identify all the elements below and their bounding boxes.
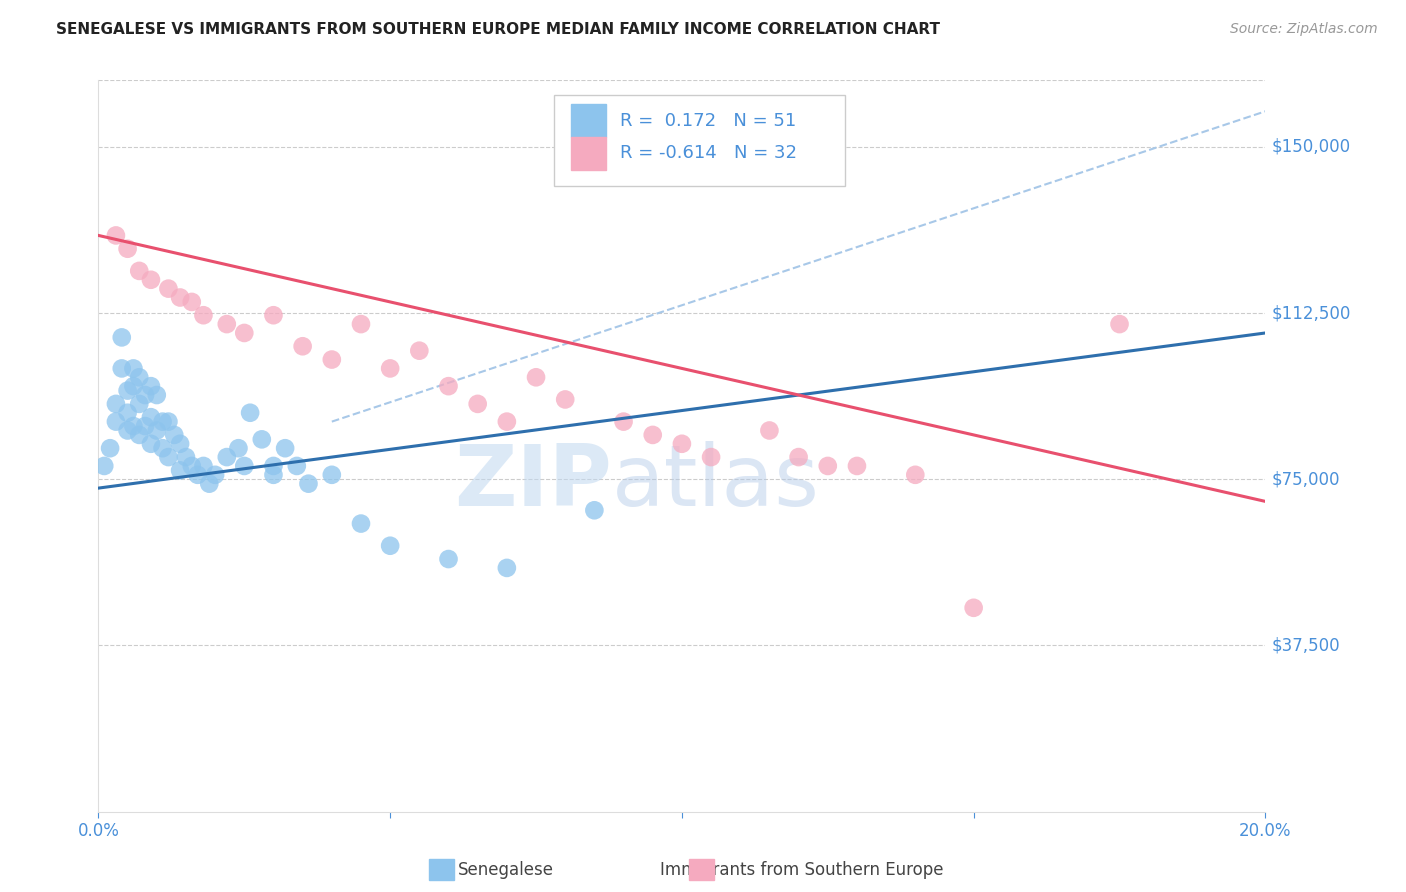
Point bbox=[845, 458, 868, 473]
Point bbox=[104, 415, 127, 429]
Point bbox=[128, 428, 150, 442]
Point bbox=[904, 467, 927, 482]
Point bbox=[169, 291, 191, 305]
Point bbox=[233, 458, 256, 473]
Point bbox=[193, 308, 215, 322]
Text: $112,500: $112,500 bbox=[1271, 304, 1351, 322]
Point bbox=[163, 428, 186, 442]
Point bbox=[117, 424, 139, 438]
Point bbox=[169, 437, 191, 451]
Text: atlas: atlas bbox=[612, 441, 820, 524]
Text: R =  0.172   N = 51: R = 0.172 N = 51 bbox=[620, 112, 796, 129]
Point bbox=[758, 424, 780, 438]
Point bbox=[128, 370, 150, 384]
Point bbox=[554, 392, 576, 407]
Point bbox=[408, 343, 430, 358]
Point bbox=[378, 361, 402, 376]
Point bbox=[152, 415, 174, 429]
Text: R = -0.614   N = 32: R = -0.614 N = 32 bbox=[620, 145, 797, 162]
Point bbox=[174, 450, 197, 464]
Point bbox=[233, 326, 256, 340]
Point bbox=[180, 458, 202, 473]
Point bbox=[262, 467, 284, 482]
Point bbox=[122, 361, 145, 376]
Point bbox=[250, 433, 273, 447]
Point bbox=[128, 264, 150, 278]
Point bbox=[104, 228, 127, 243]
Point bbox=[139, 379, 162, 393]
Point bbox=[215, 317, 238, 331]
Point bbox=[495, 561, 517, 575]
Point bbox=[139, 410, 162, 425]
Point bbox=[467, 397, 489, 411]
Point bbox=[104, 397, 127, 411]
Point bbox=[187, 467, 209, 482]
Point bbox=[152, 441, 174, 455]
Point bbox=[180, 294, 202, 309]
Point bbox=[350, 317, 373, 331]
Point bbox=[285, 458, 308, 473]
Point bbox=[93, 458, 115, 473]
Point bbox=[583, 503, 606, 517]
Point bbox=[157, 450, 180, 464]
Point bbox=[139, 437, 162, 451]
Point bbox=[204, 467, 226, 482]
Point bbox=[122, 419, 145, 434]
Point bbox=[350, 516, 373, 531]
Text: SENEGALESE VS IMMIGRANTS FROM SOUTHERN EUROPE MEDIAN FAMILY INCOME CORRELATION C: SENEGALESE VS IMMIGRANTS FROM SOUTHERN E… bbox=[56, 22, 941, 37]
Point bbox=[228, 441, 250, 455]
Point bbox=[193, 458, 215, 473]
Point bbox=[787, 450, 810, 464]
Point bbox=[239, 406, 262, 420]
Point bbox=[157, 415, 180, 429]
Point bbox=[437, 379, 460, 393]
Point bbox=[146, 388, 169, 402]
FancyBboxPatch shape bbox=[554, 95, 845, 186]
Point bbox=[378, 539, 402, 553]
Point bbox=[291, 339, 314, 353]
Text: ZIP: ZIP bbox=[454, 441, 612, 524]
Point bbox=[262, 308, 284, 322]
Point bbox=[139, 273, 162, 287]
Point bbox=[700, 450, 723, 464]
Point bbox=[117, 406, 139, 420]
Point bbox=[111, 330, 134, 344]
Point bbox=[122, 379, 145, 393]
Point bbox=[169, 463, 191, 477]
Point bbox=[641, 428, 664, 442]
Text: Senegalese: Senegalese bbox=[458, 861, 554, 879]
Text: $37,500: $37,500 bbox=[1271, 637, 1340, 655]
Text: $150,000: $150,000 bbox=[1271, 137, 1350, 156]
Point bbox=[262, 458, 284, 473]
Point bbox=[128, 397, 150, 411]
Point bbox=[321, 467, 343, 482]
Text: $75,000: $75,000 bbox=[1271, 470, 1340, 488]
Point bbox=[1108, 317, 1130, 331]
Point bbox=[117, 242, 139, 256]
Point bbox=[215, 450, 238, 464]
Point bbox=[321, 352, 343, 367]
Point bbox=[134, 388, 156, 402]
Point bbox=[111, 361, 134, 376]
Point bbox=[146, 424, 169, 438]
Point bbox=[134, 419, 156, 434]
Point bbox=[297, 476, 319, 491]
Point bbox=[962, 600, 984, 615]
Point bbox=[524, 370, 547, 384]
Point bbox=[274, 441, 297, 455]
Text: Immigrants from Southern Europe: Immigrants from Southern Europe bbox=[659, 861, 943, 879]
Point bbox=[198, 476, 221, 491]
Point bbox=[117, 384, 139, 398]
Point bbox=[817, 458, 839, 473]
Point bbox=[495, 415, 517, 429]
Text: Source: ZipAtlas.com: Source: ZipAtlas.com bbox=[1230, 22, 1378, 37]
Point bbox=[98, 441, 121, 455]
Point bbox=[437, 552, 460, 566]
Point bbox=[157, 282, 180, 296]
Bar bbox=[571, 137, 606, 169]
Point bbox=[612, 415, 634, 429]
Bar bbox=[571, 104, 606, 137]
Point bbox=[671, 437, 693, 451]
